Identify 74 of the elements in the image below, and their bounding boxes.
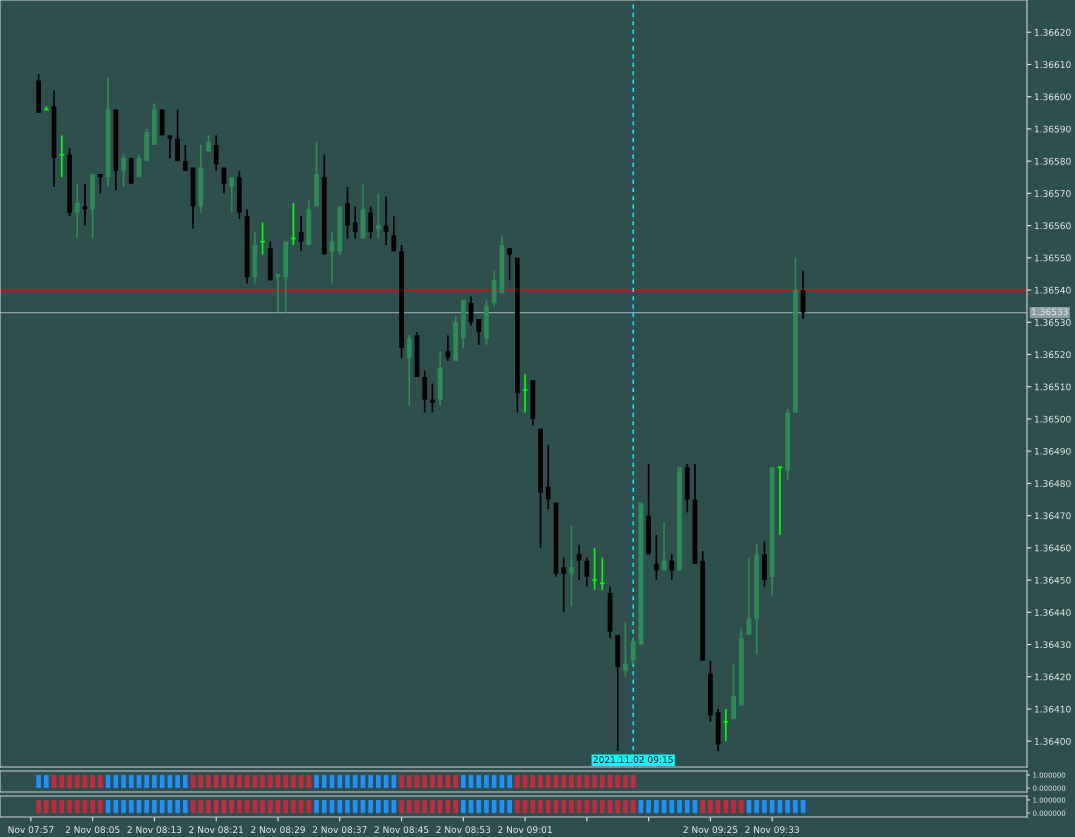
y-tick-label: 1.36430 (1034, 641, 1071, 649)
x-tick-label: 2 Nov 08:13 (127, 826, 182, 834)
y-tick-label: 1.36610 (1034, 61, 1071, 69)
y-tick-label: 1.36480 (1034, 480, 1071, 487)
candlestick (430, 382, 435, 414)
ref-line-label: 1.36533 (1032, 308, 1068, 316)
y-tick-label: 1.36540 (1034, 286, 1071, 294)
x-tick-label: 2 Nov 08:37 (312, 826, 367, 834)
y-tick-label: 1.36500 (1034, 415, 1071, 423)
candlestick (352, 205, 358, 240)
candlestick (167, 134, 173, 159)
candlestick (476, 318, 482, 346)
candlestick (182, 144, 188, 172)
x-tick-label: 2 Nov 09:25 (683, 826, 738, 834)
x-tick-label: Nov 07:57 (8, 826, 54, 834)
x-tick-label: 2 Nov 08:45 (374, 826, 429, 834)
x-tick-label: 2 Nov 08:05 (65, 826, 120, 834)
candlestick (669, 553, 675, 581)
candlestick (58, 134, 65, 179)
y-tick-label: 1.36530 (1034, 319, 1071, 326)
candlestick (368, 205, 374, 240)
candlestick (391, 215, 397, 253)
candlestick (776, 466, 784, 536)
candlestick (545, 443, 551, 511)
y-tick-label: 1.36450 (1034, 576, 1071, 584)
candlestick (229, 176, 235, 214)
y-tick-label: 1.36550 (1034, 254, 1071, 262)
candlestick (584, 556, 590, 588)
y-tick-label: 1.36470 (1034, 512, 1071, 520)
x-tick-label: 2 Nov 09:33 (745, 826, 800, 834)
y-tick-label: 1.36460 (1034, 544, 1071, 552)
candlestick (569, 524, 574, 607)
y-tick-label: 1.36400 (1034, 737, 1071, 745)
candlestick (623, 621, 628, 678)
y-tick-label: 1.36600 (1034, 93, 1071, 101)
candlestick (422, 369, 428, 414)
candlestick (731, 663, 736, 720)
candlestick (521, 372, 529, 414)
candlestick (561, 556, 567, 614)
y-tick-label: 1.36580 (1034, 157, 1071, 165)
x-tick-label: 2 Nov 08:29 (251, 826, 305, 834)
y-tick-label: 1.36420 (1034, 673, 1071, 681)
x-tick-label: 2 Nov 09:01 (498, 826, 552, 834)
candlestick (445, 334, 451, 362)
x-tick-label: 2 Nov 08:21 (189, 826, 243, 834)
candlestick (175, 108, 180, 162)
y-tick-label: 1.36560 (1034, 222, 1071, 230)
y-tick-label: 1.36590 (1034, 125, 1071, 133)
y-tick-label: 1.36520 (1034, 351, 1071, 359)
candlestick (653, 534, 659, 581)
candlestick (74, 182, 80, 240)
y-tick-label: 1.36620 (1034, 28, 1071, 36)
candlestick (97, 173, 103, 195)
candlestick (298, 215, 304, 253)
y-tick-label: 1.36410 (1034, 705, 1071, 713)
candlestick (491, 269, 497, 307)
candlestick (507, 247, 513, 282)
y-tick-label: 1.36510 (1034, 383, 1071, 391)
y-tick-label: 1.36570 (1034, 190, 1071, 197)
candlestick (213, 134, 219, 172)
candlestick (630, 637, 636, 665)
x-tick-label: 2 Nov 08:53 (436, 826, 491, 834)
candlestick (121, 153, 126, 188)
candlestick (599, 556, 606, 591)
candlestick (591, 547, 598, 591)
candlestick (345, 186, 350, 240)
candlestick (406, 334, 412, 407)
y-tick-label: 1.36490 (1034, 447, 1071, 455)
candlestick (259, 221, 266, 256)
y-tick-label: 1.36440 (1034, 609, 1071, 616)
ref-line-label: 2021.11.02 09:15 (593, 756, 673, 763)
candlestick (576, 543, 582, 581)
candlestick (375, 192, 381, 240)
candlestick (722, 708, 730, 743)
